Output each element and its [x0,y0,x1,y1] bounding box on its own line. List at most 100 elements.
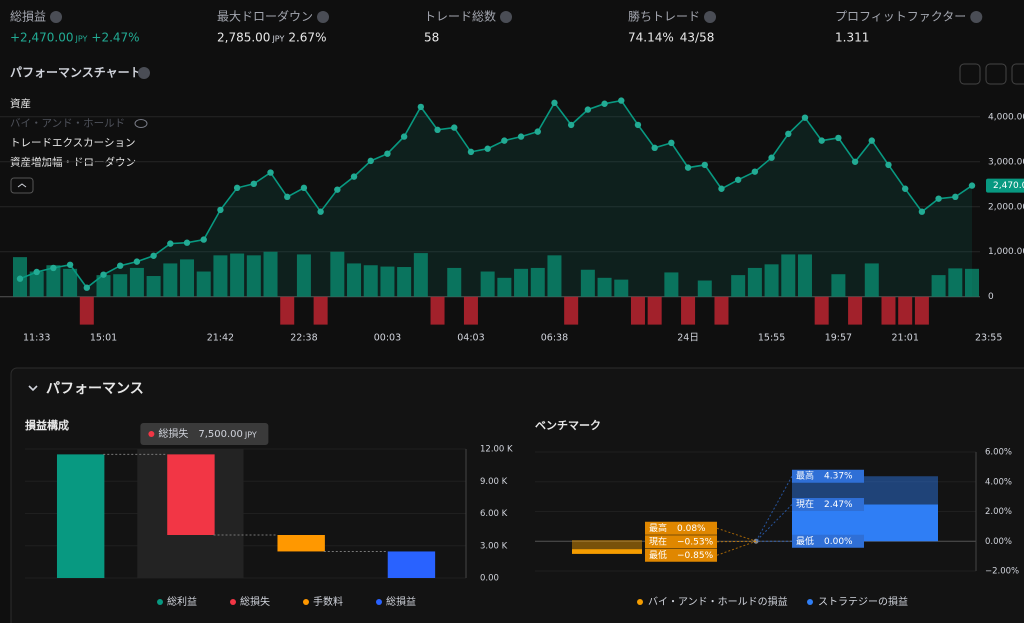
equity-dot [968,182,976,189]
excursion-bar [530,267,545,297]
legend-swatch [157,599,163,605]
equity-dot [400,133,408,140]
x-tick-label: 24日 [677,333,699,344]
label-link [716,527,757,542]
legend-label: 総損失 [240,595,270,608]
legend-label: バイ・アンド・ホールドの損益 [648,595,788,608]
collapse-icon[interactable] [28,385,38,392]
equity-dot [284,193,291,201]
equity-dot [901,185,909,192]
stat-label: プロフィットファクター [835,10,966,24]
value-label: 4.37% [824,472,853,482]
equity-dot [233,184,241,192]
excursion-bar [296,254,311,297]
equity-dot [484,145,491,152]
equity-dot [634,121,642,129]
excursion-bar [831,274,846,297]
excursion-bar [497,277,512,297]
equity-dot [835,134,842,142]
expand-button[interactable] [1011,63,1024,85]
excursion-bar [564,296,579,325]
legend-label: 手数料 [313,595,343,608]
equity-dot [734,176,742,183]
camera-button[interactable] [985,63,1007,85]
collapse-legend-button[interactable] [10,177,34,194]
excursion-bar [864,263,879,297]
stat-extra: +2.47% [91,31,139,45]
equity-dot [183,239,191,246]
x-tick-label: 21:42 [207,333,234,344]
x-tick-label: 11:33 [23,333,50,344]
excursion-bar [447,267,462,297]
equity-dot [267,169,274,176]
stat-value: 2,785.00 [217,31,270,45]
waterfall-bar [56,454,105,578]
excursion-bar [146,276,161,297]
excursion-bar [965,268,979,297]
equity-dot [250,180,258,188]
equity-dot [350,173,358,180]
settings-button[interactable] [959,63,981,85]
value-label: 0.00% [824,537,853,547]
excursion-bar [797,254,812,297]
waterfall-bar [387,551,436,578]
stat-label: トレード総数 [424,9,496,24]
excursion-bar [681,296,696,325]
excursion-bar [731,275,746,297]
info-icon [500,11,513,23]
stat-name: 最低 [649,549,667,561]
tooltip-label: 総損失 [158,427,188,440]
excursion-bar [280,296,295,325]
equity-dot [601,100,608,107]
excursion-bar [313,296,328,325]
label-link [755,476,793,542]
equity-dot [150,252,157,259]
y-tick-label: 0.00 [480,574,499,584]
equity-dot [818,137,825,144]
equity-dot [751,168,759,175]
chart-title: パフォーマンスチャート [10,66,142,80]
legend-label: ストラテジーの損益 [818,595,908,608]
toolbar [959,63,1024,85]
tooltip-value: 7,500.00 [198,429,243,440]
equity-dot [618,97,625,104]
x-tick-label: 15:55 [758,333,785,344]
stat-label: 最大ドローダウン [217,9,313,24]
excursion-bar [948,268,963,297]
equity-dot [785,130,792,138]
equity-dot [50,264,57,272]
y-tick-label: 1,000.00 [988,247,1024,257]
y-tick-label: 12.00 K [480,445,513,455]
excursion-bar [246,255,261,297]
stat-unit: JPY [271,35,284,44]
x-tick-label: 21:01 [891,333,918,344]
y-tick-label: 4,000.00 [988,112,1024,122]
equity-dot [801,114,809,121]
y-tick-label: 3,000.00 [988,157,1024,167]
y-tick-label: 2.00% [985,507,1012,517]
last-value-badge [986,178,1024,193]
label-link [755,504,793,542]
hidden-eye-icon [134,119,148,128]
info-icon [50,11,63,23]
stat-extra: 2.67% [288,31,326,45]
equity-dot [467,148,475,156]
excursion-bar [213,255,228,297]
excursion-bar [347,263,362,297]
equity-dot [918,208,926,215]
equity-dot [935,195,942,202]
info-icon [704,11,717,23]
legend-swatch [807,599,813,605]
stat-name: 最低 [796,535,814,547]
equity-dot [384,150,391,157]
excursion-bar [330,251,345,297]
excursion-bar [96,275,111,297]
equity-dot [300,184,308,192]
equity-dot [718,185,725,192]
excursion-bar [547,255,562,297]
excursion-bar [714,296,729,325]
legend-swatch [230,599,236,605]
stat-value: +2,470.00 [10,31,74,45]
equity-dot [317,208,324,215]
info-icon[interactable] [138,67,150,79]
